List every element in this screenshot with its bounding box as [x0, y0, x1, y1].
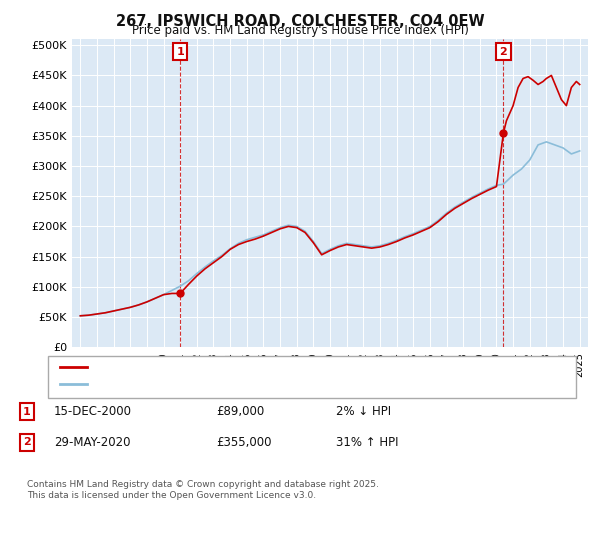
Text: Price paid vs. HM Land Registry's House Price Index (HPI): Price paid vs. HM Land Registry's House … — [131, 24, 469, 37]
Text: Contains HM Land Registry data © Crown copyright and database right 2025.
This d: Contains HM Land Registry data © Crown c… — [27, 480, 379, 500]
Text: £89,000: £89,000 — [216, 405, 264, 418]
Text: 29-MAY-2020: 29-MAY-2020 — [54, 436, 131, 449]
Text: 15-DEC-2000: 15-DEC-2000 — [54, 405, 132, 418]
Text: 267, IPSWICH ROAD, COLCHESTER, CO4 0EW: 267, IPSWICH ROAD, COLCHESTER, CO4 0EW — [116, 14, 484, 29]
Text: £355,000: £355,000 — [216, 436, 271, 449]
Text: 1: 1 — [176, 46, 184, 57]
Text: 1: 1 — [23, 407, 31, 417]
Text: 267, IPSWICH ROAD, COLCHESTER, CO4 0EW (semi-detached house): 267, IPSWICH ROAD, COLCHESTER, CO4 0EW (… — [93, 362, 452, 372]
Text: 31% ↑ HPI: 31% ↑ HPI — [336, 436, 398, 449]
Text: 2: 2 — [500, 46, 508, 57]
Text: 2% ↓ HPI: 2% ↓ HPI — [336, 405, 391, 418]
Text: HPI: Average price, semi-detached house, Colchester: HPI: Average price, semi-detached house,… — [93, 379, 371, 389]
Text: 2: 2 — [23, 437, 31, 447]
